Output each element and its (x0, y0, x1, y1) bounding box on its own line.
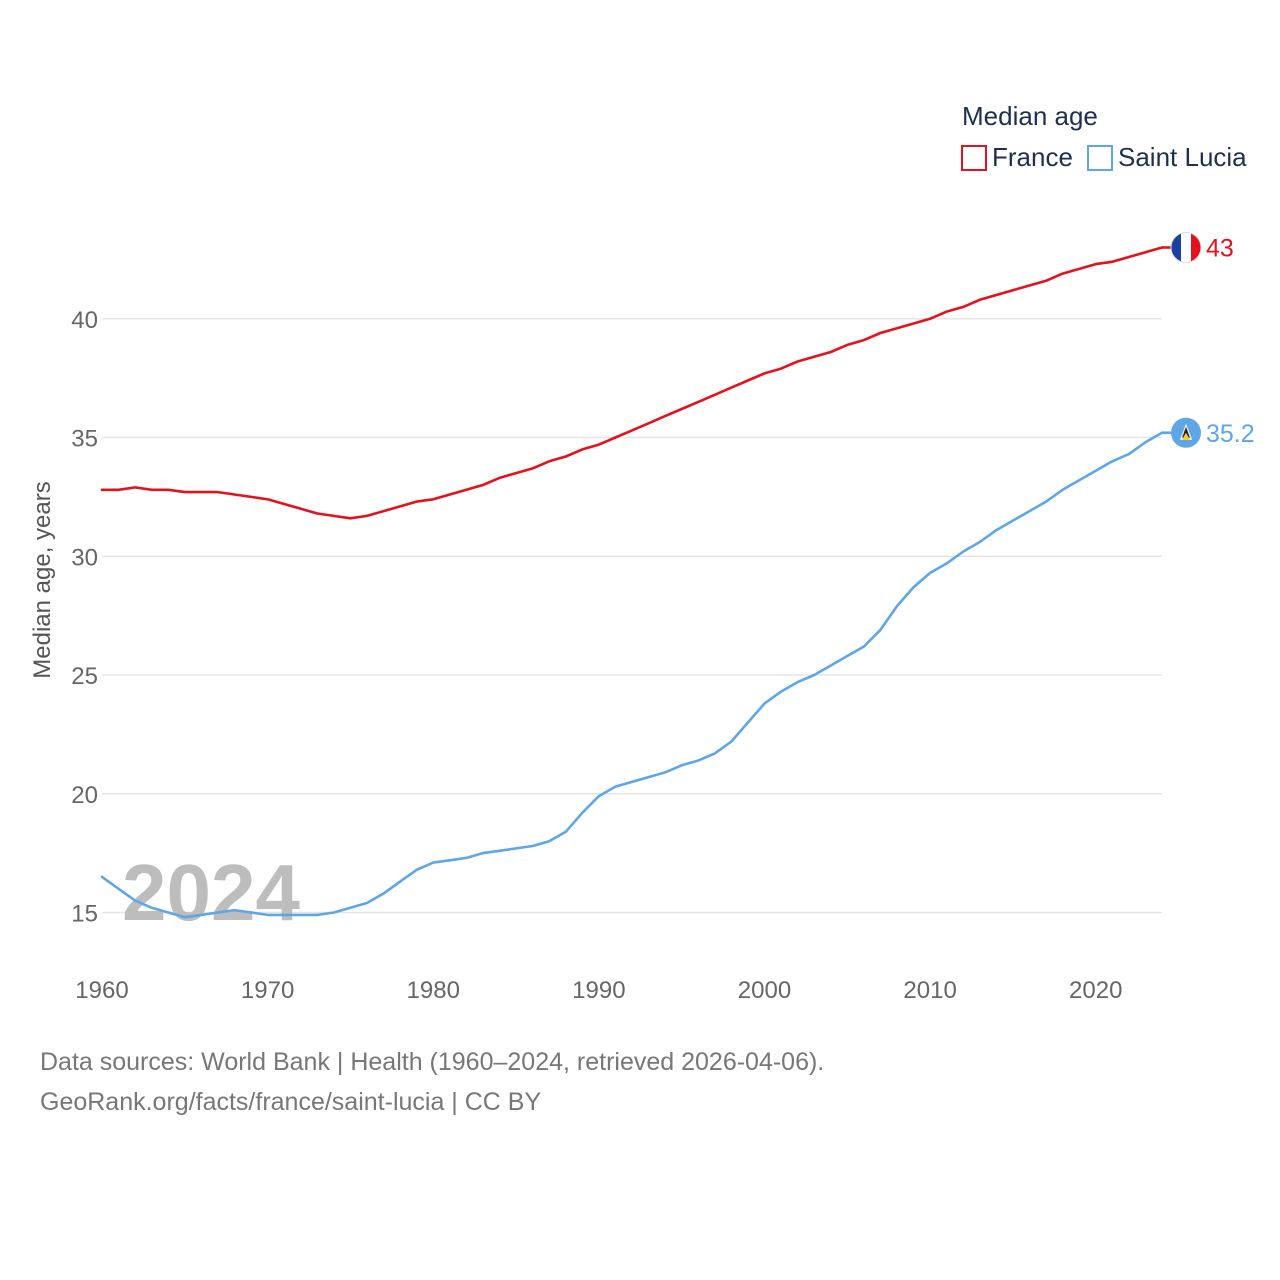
legend-title: Median age (962, 101, 1098, 131)
source-line-2[interactable]: GeoRank.org/facts/france/saint-lucia | C… (40, 1088, 542, 1116)
legend: Median age France Saint Lucia (961, 101, 1247, 172)
y-tick-label: 20 (71, 782, 98, 809)
france-flag-ring (1170, 232, 1202, 263)
y-tick-label: 40 (71, 307, 98, 334)
y-axis-ticks: 15 20 25 30 35 40 (71, 307, 98, 928)
y-tick-label: 30 (71, 544, 98, 571)
france-flag-icon (1171, 232, 1201, 263)
year-watermark: 2024 (122, 848, 300, 937)
x-tick-label: 1970 (241, 977, 294, 1004)
x-tick-label: 2000 (738, 977, 791, 1004)
legend-item-france[interactable]: France (961, 142, 1073, 172)
series-lines (100, 246, 1171, 919)
y-tick-label: 15 (71, 901, 98, 928)
saint-lucia-end-marker: 35.2 (1171, 417, 1255, 448)
y-axis-title: Median age, years (29, 481, 56, 678)
gridlines (102, 318, 1162, 914)
series-line-saint-lucia[interactable] (100, 431, 1164, 919)
y-tick-label: 25 (71, 663, 98, 690)
legend-label-saint-lucia: Saint Lucia (1118, 142, 1247, 172)
series-line-france[interactable] (100, 246, 1164, 520)
x-tick-label: 1980 (407, 977, 460, 1004)
x-tick-label: 2020 (1069, 977, 1122, 1004)
median-age-chart: Median age France Saint Lucia Median age… (29, 101, 1255, 1004)
legend-label-france: France (992, 142, 1073, 172)
x-tick-label: 2010 (903, 977, 956, 1004)
saint-lucia-flag-icon (1171, 417, 1201, 448)
x-axis-ticks: 1960 1970 1980 1990 2000 2010 2020 (75, 977, 1122, 1004)
source-note: Data sources: World Bank | Health (1960–… (40, 1042, 824, 1122)
legend-swatch-france (961, 145, 987, 171)
legend-item-saint-lucia[interactable]: Saint Lucia (1087, 142, 1247, 172)
saint-lucia-end-value: 35.2 (1206, 420, 1255, 448)
x-tick-label: 1990 (572, 977, 625, 1004)
france-end-value: 43 (1206, 235, 1234, 263)
x-tick-label: 1960 (75, 977, 128, 1004)
france-end-marker: 43 (1170, 232, 1234, 263)
source-line-1: Data sources: World Bank | Health (1960–… (40, 1048, 825, 1076)
legend-swatch-saint-lucia (1087, 145, 1113, 171)
y-tick-label: 35 (71, 426, 98, 453)
